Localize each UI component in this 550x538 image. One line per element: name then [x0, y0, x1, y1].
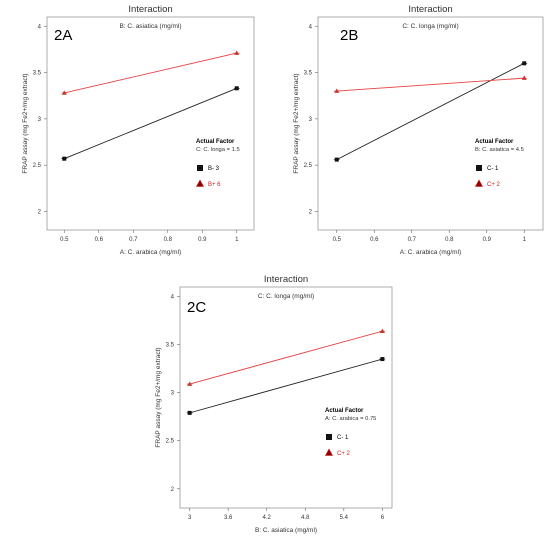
x-tick-label: 0.9	[198, 237, 207, 243]
y-tick-label: 3.5	[33, 71, 42, 77]
y-tick-label: 4	[171, 295, 175, 301]
data-point	[521, 75, 527, 80]
y-tick-label: 2.5	[33, 163, 42, 169]
data-point	[234, 50, 240, 55]
legend-entry-2: B+ 6	[208, 182, 221, 188]
legend-marker-square	[326, 434, 332, 440]
y-tick-label: 2.5	[304, 163, 313, 169]
y-axis-label: FRAP assay (mg Fe2+/mg extract)	[293, 73, 300, 173]
chart-title: Interaction	[408, 4, 452, 15]
y-tick-label: 2	[38, 209, 42, 215]
series-line-0	[189, 358, 383, 414]
x-tick-label: 0.9	[483, 237, 492, 243]
y-tick-label: 3	[309, 117, 313, 123]
x-tick-label: 5.4	[340, 515, 349, 521]
chart-panel-2b: Interaction C: C. longa (mg/ml) 2B 2 2.5 3 3.5…	[293, 4, 544, 256]
x-tick-label: 0.5	[333, 237, 342, 243]
y-tick-label: 4	[38, 24, 42, 30]
x-tick-label: 0.6	[370, 237, 379, 243]
chart-subtitle: C: C. longa (mg/ml)	[402, 23, 458, 30]
chart-subtitle: C: C. longa (mg/ml)	[258, 293, 314, 300]
chart-title: Interaction	[264, 274, 308, 285]
y-axis-label: FRAP assay (mg Fe2+/mg extract)	[22, 73, 29, 173]
x-tick-label: 0.8	[164, 237, 173, 243]
x-tick-label: 1	[235, 237, 239, 243]
y-tick-label: 3	[38, 117, 42, 123]
x-tick-label: 0.8	[445, 237, 454, 243]
y-tick-label: 3.5	[304, 71, 313, 77]
legend-entry-2: C+ 2	[337, 451, 351, 457]
plot-frame	[179, 286, 393, 509]
actual-factor-value: B: C. asiatica = 4.5	[475, 147, 524, 153]
data-point	[380, 357, 385, 362]
y-tick-label: 2.5	[166, 439, 175, 445]
data-point	[62, 156, 67, 161]
actual-factor-title: Actual Factor	[325, 408, 364, 414]
x-tick-label: 0.7	[129, 237, 138, 243]
panel-label: 2A	[54, 27, 72, 44]
x-tick-label: 3.6	[224, 515, 233, 521]
series-line-1	[64, 52, 237, 94]
x-tick-label: 0.5	[60, 237, 69, 243]
series-line-1	[336, 77, 525, 92]
data-point	[61, 90, 67, 95]
legend-entry-1: B- 3	[208, 166, 220, 172]
legend-marker-triangle	[324, 448, 334, 456]
series-line-0	[64, 87, 237, 160]
legend-entry-1: C- 1	[487, 166, 499, 172]
legend-marker-square	[197, 165, 203, 171]
chart-title: Interaction	[128, 4, 172, 15]
y-tick-label: 2	[171, 487, 175, 493]
series-line-0	[336, 62, 525, 161]
data-point	[187, 381, 193, 386]
legend-entry-2: C+ 2	[487, 182, 501, 188]
chart-subtitle: B: C. asiatica (mg/ml)	[119, 23, 181, 30]
y-tick-label: 4	[309, 24, 313, 30]
x-tick-label: 1	[523, 237, 527, 243]
legend-marker-triangle	[474, 179, 484, 187]
actual-factor-value: A: C. arabica = 0.75	[325, 416, 376, 422]
y-tick-label: 3	[171, 391, 175, 397]
x-tick-label: 3	[188, 515, 192, 521]
data-point	[234, 86, 239, 91]
x-axis-label: A: C. arabica (mg/ml)	[400, 249, 461, 256]
y-axis-label: FRAP assay (mg Fe2+/mg extract)	[155, 347, 162, 447]
x-tick-label: 6	[381, 515, 385, 521]
panel-label: 2B	[340, 27, 358, 44]
actual-factor-title: Actual Factor	[475, 139, 514, 145]
data-point	[334, 88, 340, 93]
legend-entry-1: C- 1	[337, 435, 349, 441]
x-axis-label: B: C. asiatica (mg/ml)	[255, 527, 317, 534]
data-point	[522, 61, 527, 66]
actual-factor-title: Actual Factor	[196, 139, 235, 145]
legend-marker-triangle	[195, 179, 205, 187]
data-point	[379, 328, 385, 333]
actual-factor-value: C: C. longa = 1.5	[196, 147, 240, 153]
y-tick-label: 2	[309, 209, 313, 215]
chart-panel-2c: Interaction C: C. longa (mg/ml) 2C 2 2.5 3 3.5…	[155, 274, 393, 534]
plot-frame	[317, 16, 544, 231]
chart-panel-2a: Interaction B: C. asiatica (mg/ml) 2A 2 2.5 3…	[22, 4, 255, 256]
data-point	[187, 410, 192, 415]
legend-marker-square	[476, 165, 482, 171]
x-axis-label: A: C. arabica (mg/ml)	[120, 249, 181, 256]
x-tick-label: 0.6	[95, 237, 104, 243]
data-point	[334, 157, 339, 162]
x-tick-label: 4.8	[301, 515, 310, 521]
x-tick-label: 0.7	[408, 237, 417, 243]
series-line-1	[189, 330, 383, 385]
y-tick-label: 3.5	[166, 343, 175, 349]
x-tick-label: 4.2	[263, 515, 272, 521]
panel-label: 2C	[187, 299, 206, 316]
